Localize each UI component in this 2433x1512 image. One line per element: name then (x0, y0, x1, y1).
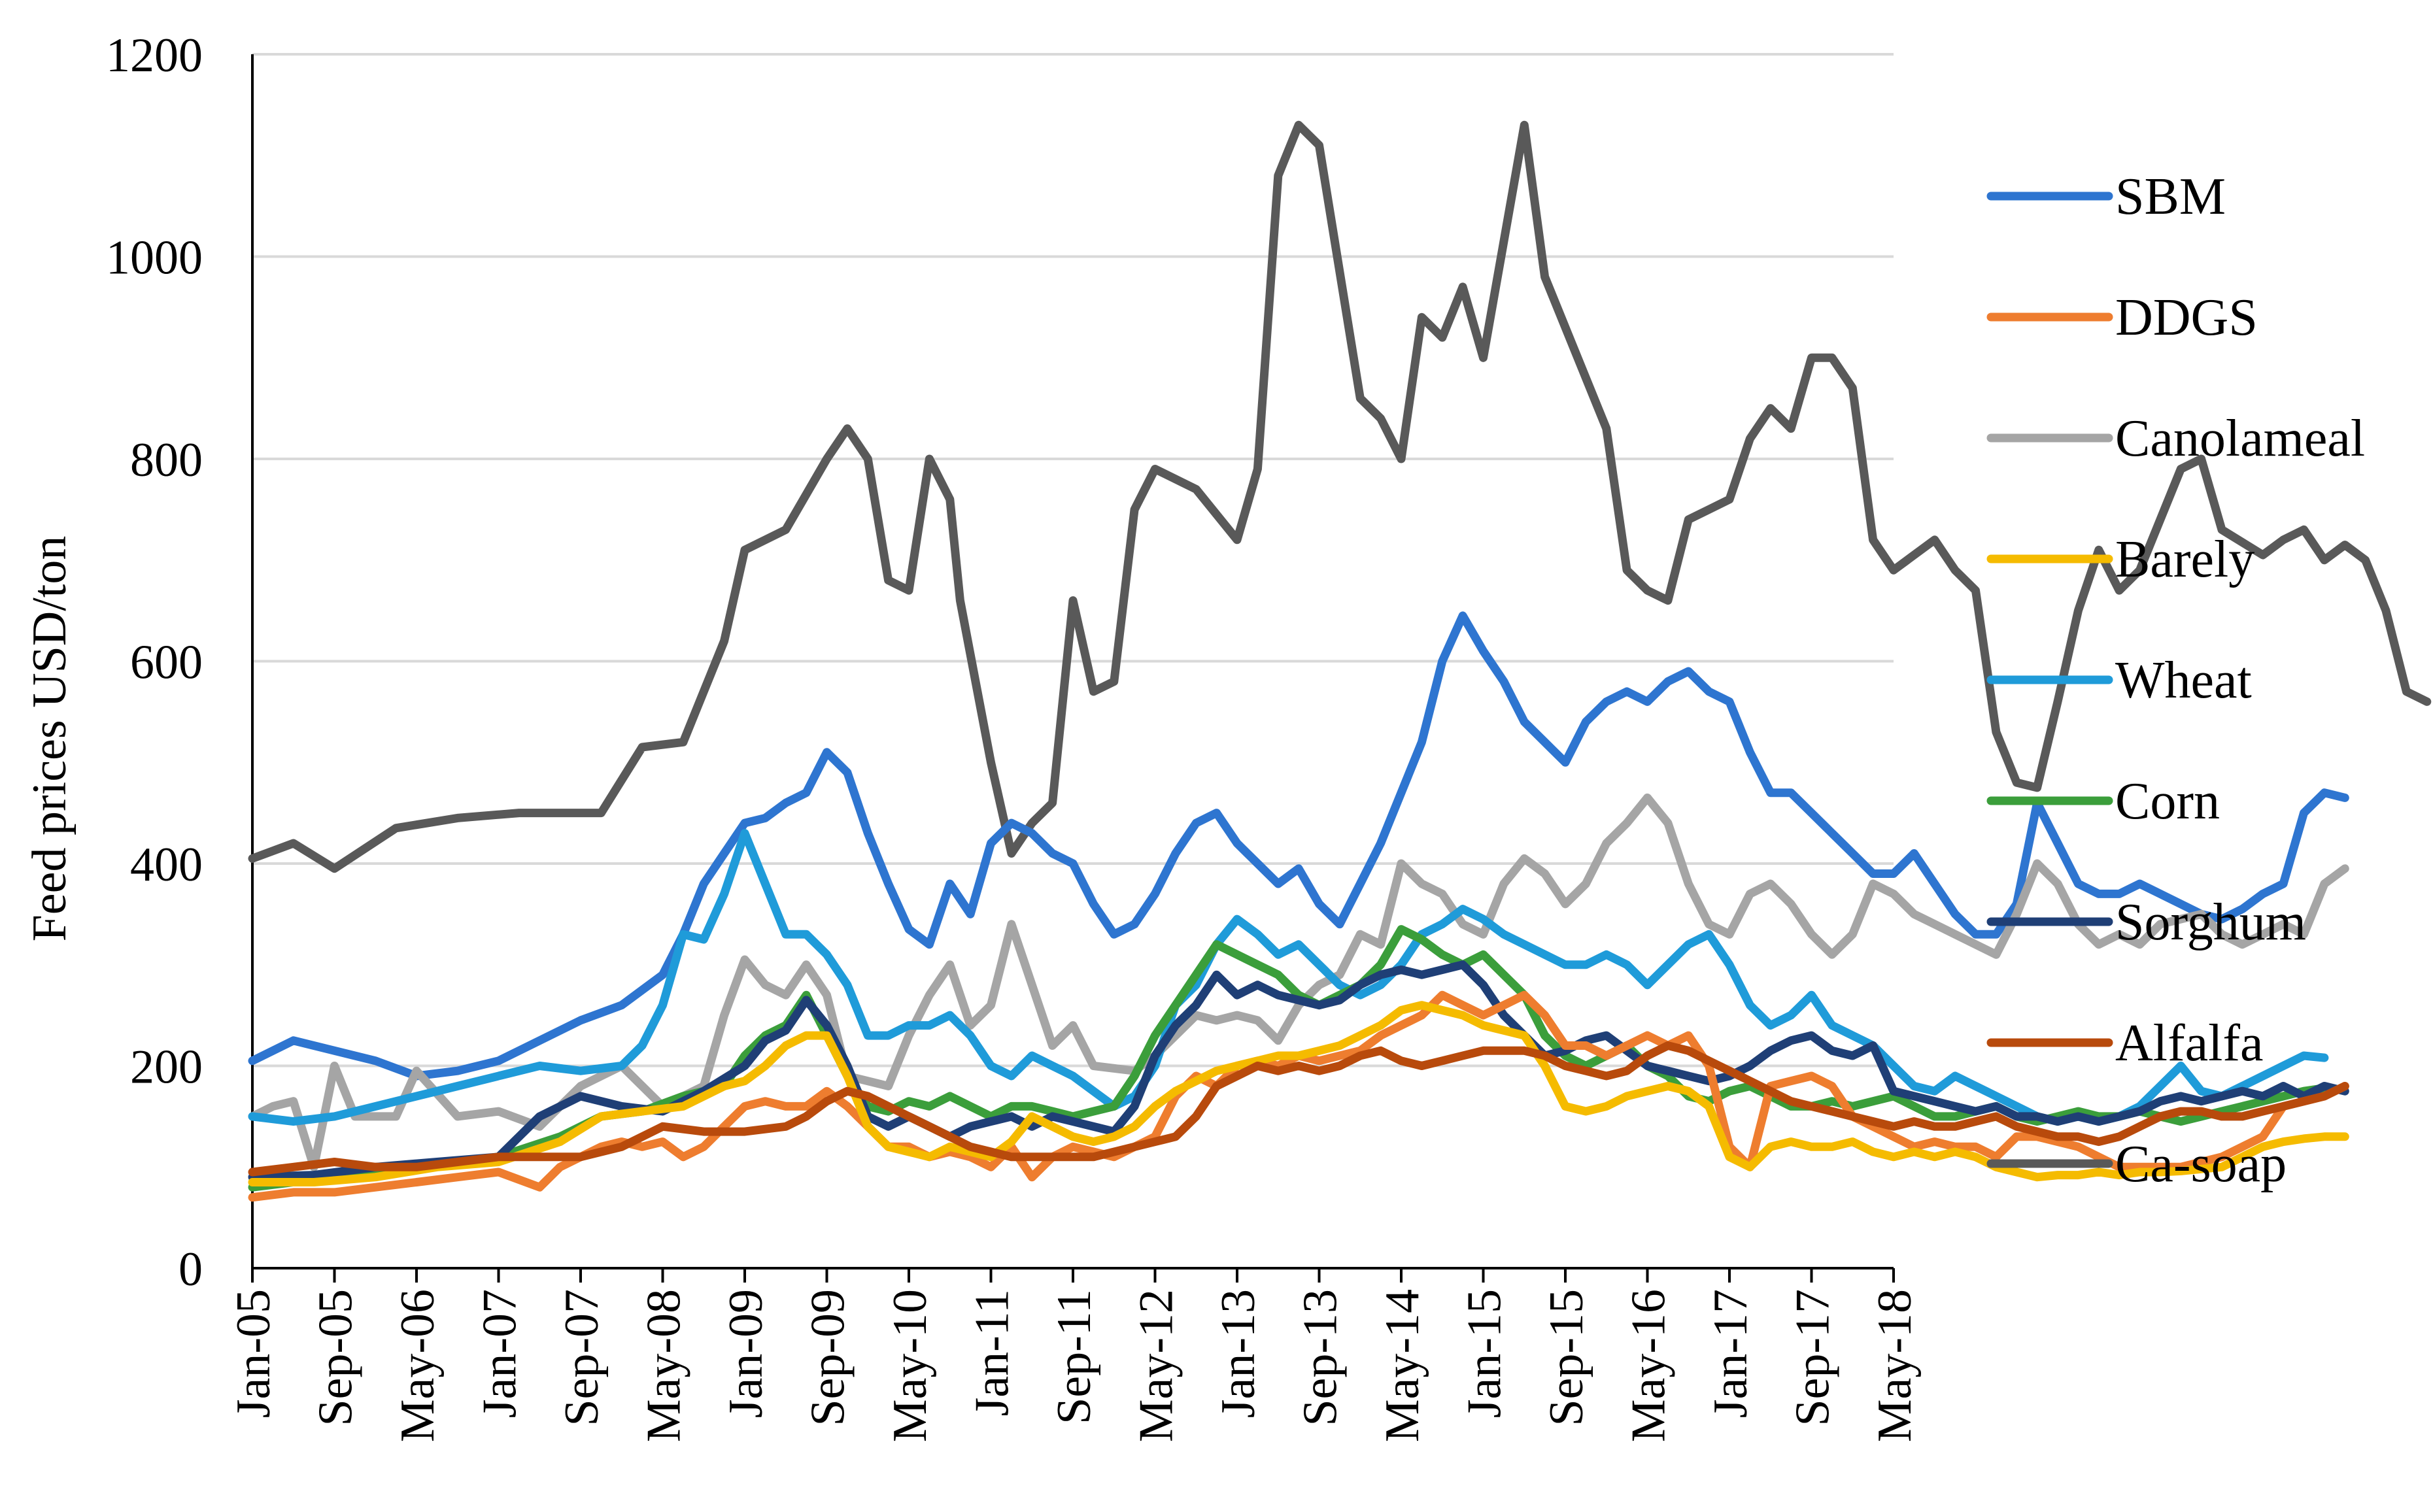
series-line-canolameal (248, 793, 2349, 1171)
x-axis-ticks: Jan-05 Sep-05 May-06 Jan-07 Sep-07 May-08 Jan-… (227, 1268, 1922, 1442)
series-line-sbm (248, 611, 2349, 1081)
series-line-sorghum (248, 960, 2349, 1182)
y-tick-label: 200 (130, 1041, 203, 1094)
series-line-alfalfa (248, 1041, 2349, 1177)
y-axis-title: Feed prices USD/ton (23, 536, 77, 942)
x-tick-label: May-18 (1868, 1289, 1922, 1442)
y-tick-label: 1000 (106, 231, 203, 285)
legend: SBM DDGS Canolameal Barely Wheat Corn Sorghum A… (1986, 168, 2365, 1193)
legend-label-barely: Barely (2115, 531, 2254, 588)
legend-label-wheat: Wheat (2115, 652, 2252, 709)
x-tick-label: Sep-05 (309, 1289, 363, 1426)
y-axis-ticks: 0 200 400 600 800 1000 1200 (106, 29, 203, 1296)
y-tick-label: 800 (130, 433, 203, 487)
x-tick-label: Jan-17 (1704, 1289, 1758, 1418)
y-tick-label: 400 (130, 838, 203, 892)
y-tick-label: 1200 (106, 29, 203, 82)
series-line-ca-soap (248, 120, 2432, 873)
legend-label-sbm: SBM (2115, 168, 2226, 226)
x-tick-label: Jan-07 (473, 1289, 527, 1418)
x-tick-label: Jan-05 (227, 1289, 281, 1418)
y-tick-label: 0 (179, 1243, 203, 1296)
x-tick-label: May-12 (1130, 1289, 1183, 1442)
x-tick-label: May-08 (638, 1289, 691, 1442)
x-tick-label: Sep-07 (555, 1289, 609, 1426)
x-tick-label: May-06 (391, 1289, 445, 1442)
legend-label-alfalfa: Alfalfa (2115, 1015, 2264, 1072)
x-tick-label: Sep-09 (802, 1289, 855, 1426)
x-tick-label: Jan-15 (1458, 1289, 1512, 1418)
x-tick-label: Jan-09 (719, 1289, 773, 1418)
series-line-barely (248, 1001, 2349, 1186)
x-tick-label: Jan-13 (1212, 1289, 1265, 1418)
x-tick-label: Jan-11 (966, 1289, 1019, 1417)
x-tick-label: Sep-13 (1294, 1289, 1348, 1426)
x-tick-label: May-16 (1622, 1289, 1676, 1442)
x-tick-label: Sep-11 (1047, 1289, 1101, 1424)
x-tick-label: Sep-15 (1540, 1289, 1593, 1426)
legend-label-ca-soap: Ca-soap (2115, 1135, 2287, 1193)
legend-label-canolameal: Canolameal (2115, 410, 2365, 467)
y-tick-label: 600 (130, 636, 203, 690)
legend-label-ddgs: DDGS (2115, 289, 2258, 346)
gridlines (252, 53, 1894, 1067)
legend-label-sorghum: Sorghum (2115, 894, 2306, 951)
x-tick-label: Sep-17 (1786, 1289, 1840, 1426)
x-tick-label: May-14 (1376, 1289, 1429, 1442)
series-lines (248, 120, 2432, 1202)
x-tick-label: May-10 (883, 1289, 937, 1442)
legend-label-corn: Corn (2115, 773, 2220, 830)
